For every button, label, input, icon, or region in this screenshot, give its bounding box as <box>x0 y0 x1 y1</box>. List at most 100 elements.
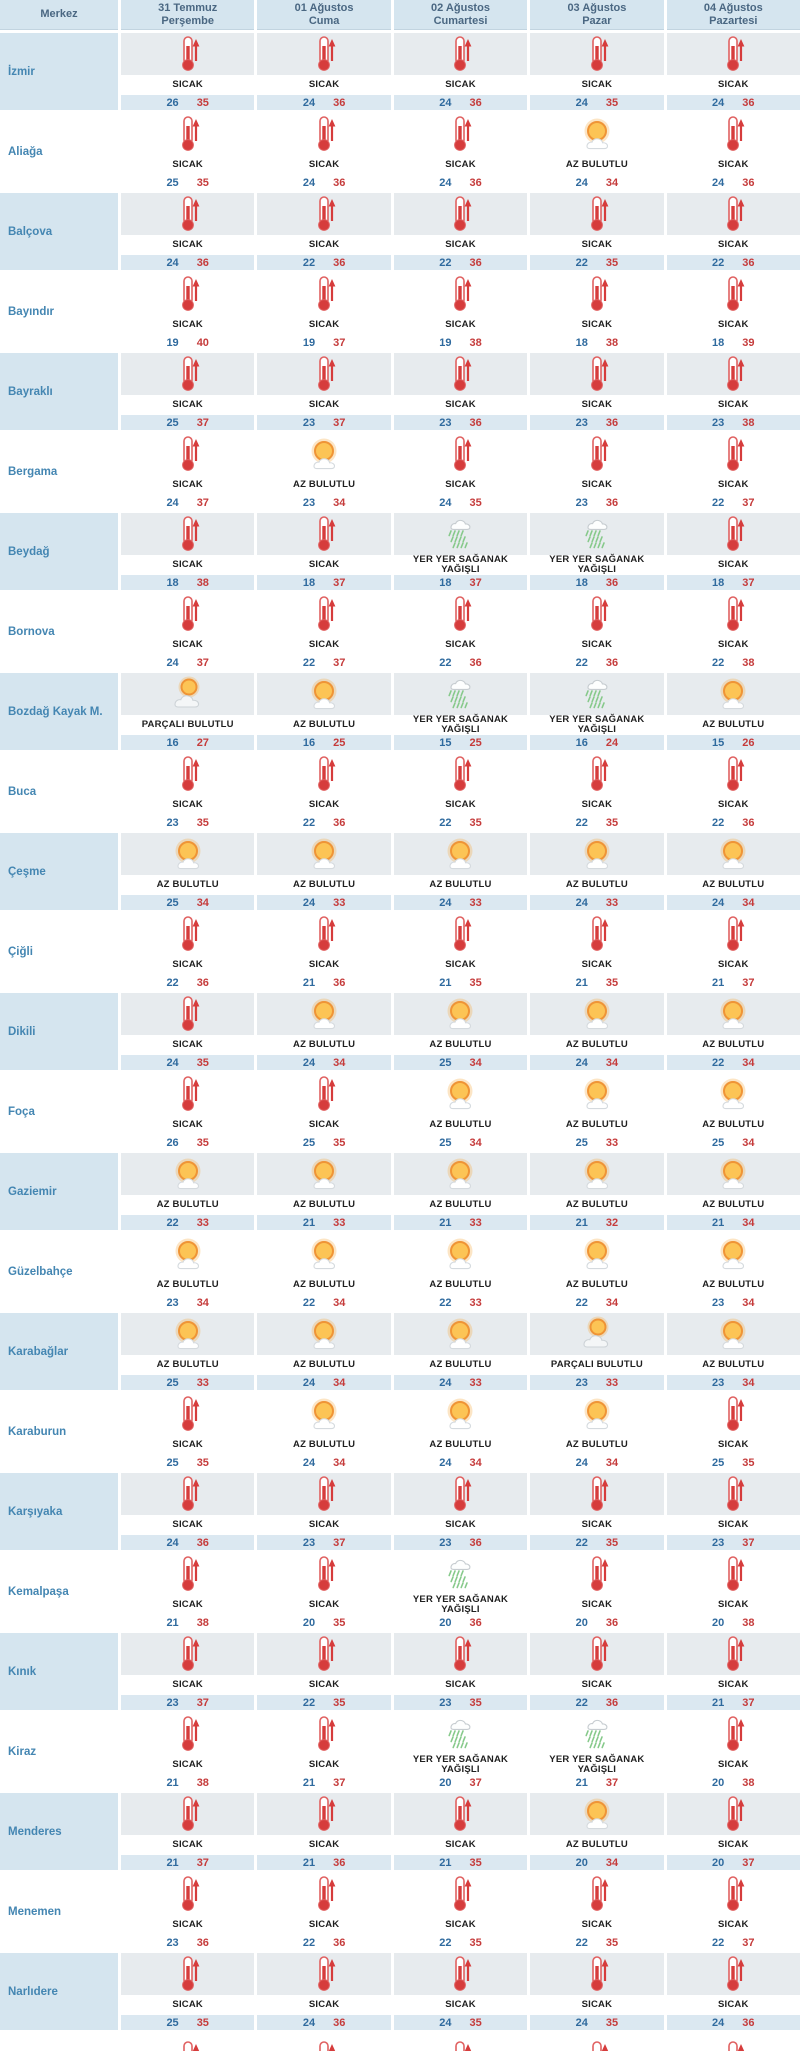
condition-label-band: SICAK <box>530 1915 664 1935</box>
min-temp: 22 <box>712 1936 725 1949</box>
max-temp: 37 <box>605 1776 619 1789</box>
min-temp: 24 <box>302 1456 316 1469</box>
district-name[interactable]: Güzelbahçe <box>0 1233 118 1310</box>
district-name[interactable]: Bayraklı <box>0 353 118 430</box>
condition-label: SICAK <box>172 1439 203 1450</box>
min-temp: 22 <box>302 1936 316 1949</box>
condition-label-band: AZ BULUTLU <box>666 715 800 735</box>
max-temp: 35 <box>469 1856 482 1869</box>
min-temp: 23 <box>166 1296 179 1309</box>
district-name[interactable]: Dikili <box>0 993 118 1070</box>
max-temp: 35 <box>196 816 209 829</box>
district-name[interactable]: Kiraz <box>0 1713 118 1790</box>
district-name[interactable]: Narlıdere <box>0 1953 118 2030</box>
sun-small-cloud-icon <box>447 1078 473 1110</box>
forecast-cell: SICAK 21 37 <box>121 1793 255 1870</box>
condition-label: SICAK <box>581 1679 613 1690</box>
district-name[interactable]: Bornova <box>0 593 118 670</box>
district-name[interactable]: Çiğli <box>0 913 118 990</box>
rain-shower-icon <box>448 1719 471 1749</box>
thermometer-icon <box>318 1556 336 1591</box>
forecast-cell: SICAK 25 35 <box>666 1393 800 1470</box>
condition-icon-band <box>393 673 528 715</box>
forecast-cell: SICAK 24 36 <box>666 33 800 110</box>
max-temp: 36 <box>469 656 482 669</box>
district-name[interactable]: Karşıyaka <box>0 1473 118 1550</box>
district-name[interactable]: Karaburun <box>0 1393 118 1470</box>
forecast-cell: SICAK 25 35 <box>121 1393 255 1470</box>
condition-label-band: AZ BULUTLU <box>530 155 664 175</box>
table-row: Gaziemir AZ BULUTLU 22 33 AZ BULUTLU 21 33 AZ B… <box>0 1153 800 1230</box>
district-name[interactable]: İzmir <box>0 33 118 110</box>
table-row: Buca SICAK 23 35 SICAK 22 36 SICAK 22 35 SICAK 22 35… <box>0 753 800 830</box>
district-name[interactable]: Karabağlar <box>0 1313 118 1390</box>
district-name[interactable]: Menemen <box>0 1873 118 1950</box>
forecast-cell: AZ BULUTLU 23 34 <box>121 1233 255 1310</box>
district-name[interactable]: Bergama <box>0 433 118 510</box>
condition-label: SICAK <box>172 479 203 490</box>
max-temp: 36 <box>469 1536 482 1549</box>
condition-label: SICAK <box>445 79 476 90</box>
district-name[interactable]: Menderes <box>0 1793 118 1870</box>
min-temp: 25 <box>302 1136 316 1149</box>
min-temp: 22 <box>712 656 725 669</box>
min-temp: 23 <box>575 496 588 509</box>
forecast-cell: SICAK 24 36 <box>393 113 528 190</box>
thermometer-icon <box>454 1876 472 1911</box>
condition-icon-band <box>393 1153 528 1195</box>
district-name[interactable]: Bozdağ Kayak M. <box>0 673 118 750</box>
condition-label: AZ BULUTLU <box>429 879 492 890</box>
thermometer-icon <box>181 1636 200 1671</box>
condition-label: SICAK <box>308 959 340 970</box>
thermometer-icon <box>590 276 609 311</box>
condition-label: SICAK <box>581 1919 613 1930</box>
district-name[interactable]: Bayındır <box>0 273 118 350</box>
thermometer-icon <box>318 36 336 71</box>
condition-label-band: SICAK <box>257 555 391 575</box>
condition-label: SICAK <box>581 639 613 650</box>
max-temp: 34 <box>742 1376 755 1389</box>
condition-icon-band <box>393 1793 528 1835</box>
temps-band: 25 35 <box>257 1135 391 1150</box>
thermometer-icon <box>181 276 200 311</box>
max-temp: 34 <box>605 1056 619 1069</box>
thermometer-icon <box>181 1876 200 1911</box>
condition-label: SICAK <box>308 1599 340 1610</box>
temps-band: 24 36 <box>121 1535 255 1550</box>
condition-label: AZ BULUTLU <box>702 1359 765 1370</box>
min-temp: 25 <box>439 1056 452 1069</box>
condition-label-band: AZ BULUTLU <box>257 715 391 735</box>
temps-band: 23 35 <box>121 815 255 830</box>
max-temp: 36 <box>469 256 482 269</box>
condition-label: SICAK <box>581 399 613 410</box>
forecast-cell: SICAK 19 40 <box>121 273 255 350</box>
forecast-cell: SICAK 23 36 <box>530 353 664 430</box>
forecast-cell: YER YER SAĞANAK YAĞIŞLI 18 36 <box>530 513 664 590</box>
condition-label-band: SICAK <box>257 155 391 175</box>
district-name[interactable]: Buca <box>0 753 118 830</box>
min-temp: 22 <box>575 1936 588 1949</box>
rain-shower-icon <box>448 519 471 549</box>
temps-band: 24 36 <box>257 175 391 190</box>
district-name[interactable]: Kemalpaşa <box>0 1553 118 1630</box>
max-temp: 37 <box>196 1696 209 1709</box>
condition-label: SICAK <box>308 559 340 570</box>
condition-label: SICAK <box>308 1839 340 1850</box>
district-name[interactable]: Kınık <box>0 1633 118 1710</box>
condition-label: PARÇALI BULUTLU <box>550 1359 643 1370</box>
district-name[interactable]: Beydağ <box>0 513 118 590</box>
district-name[interactable]: Foça <box>0 1073 118 1150</box>
min-temp: 20 <box>302 1616 316 1629</box>
district-name[interactable]: Gaziemir <box>0 1153 118 1230</box>
district-name[interactable]: Çeşme <box>0 833 118 910</box>
max-temp: 38 <box>605 336 619 349</box>
max-temp: 37 <box>196 496 209 509</box>
condition-label-band: SICAK <box>121 1755 255 1775</box>
forecast-cell: AZ BULUTLU 25 34 <box>121 833 255 910</box>
thermometer-icon <box>318 596 336 631</box>
condition-label: SICAK <box>308 1519 340 1530</box>
temps-band: 24 36 <box>257 2015 391 2030</box>
district-name[interactable]: Aliağa <box>0 113 118 190</box>
forecast-cell: YER YER SAĞANAK YAĞIŞLI 18 37 <box>393 513 528 590</box>
district-name[interactable]: Balçova <box>0 193 118 270</box>
